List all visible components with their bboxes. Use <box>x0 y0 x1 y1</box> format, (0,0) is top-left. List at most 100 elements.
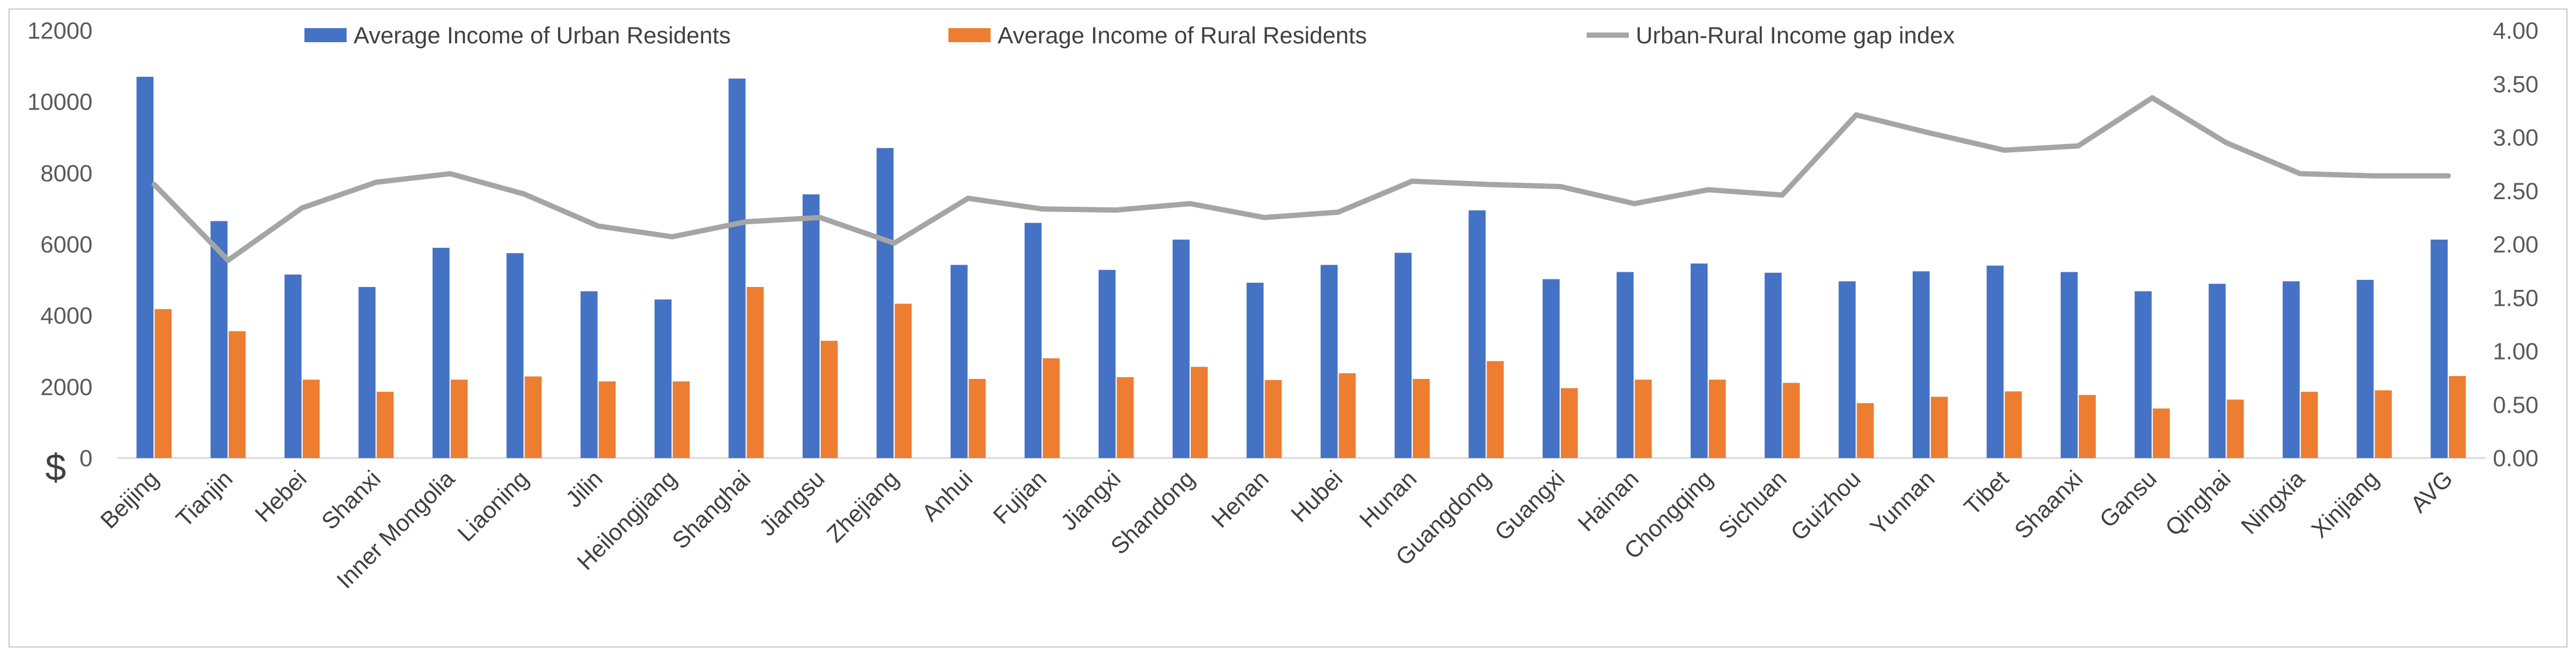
rural-income-bar <box>2300 391 2318 458</box>
rural-income-bar <box>1338 373 1356 458</box>
urban-income-bar <box>1912 271 1930 458</box>
x-category-label: Xinjiang <box>2307 466 2384 543</box>
y2-tick-label: 4.00 <box>2493 18 2539 44</box>
urban-income-bar <box>358 287 376 458</box>
x-category-label: Tibet <box>1960 466 2014 520</box>
x-category-label: Guangxi <box>1490 466 1570 545</box>
y2-tick-label: 1.00 <box>2493 339 2539 365</box>
gap-index-point <box>1412 180 1413 182</box>
rural-income-bar <box>2005 391 2022 458</box>
rural-income-bar <box>155 309 172 458</box>
x-category-label: Shanxi <box>317 466 386 535</box>
x-category-label: Shaanxi <box>2010 466 2088 544</box>
gap-index-line-layer <box>151 95 2451 263</box>
y2-tick-label: 1.50 <box>2493 285 2539 311</box>
rural-income-bar <box>376 391 394 458</box>
gap-index-line <box>151 95 2451 263</box>
rural-income-bar <box>820 340 838 458</box>
urban-income-bar <box>1320 265 1338 458</box>
gap-index-point <box>893 242 895 244</box>
urban-income-bar <box>2430 240 2448 458</box>
x-category-label: Hubei <box>1286 466 1348 527</box>
gap-index-point <box>2152 97 2153 98</box>
x-category-label: Guizhou <box>1786 466 1865 545</box>
legend: Average Income of Urban Residents Average… <box>304 23 1955 49</box>
x-category-label: Yunnan <box>1865 466 1940 540</box>
rural-income-bar <box>2375 390 2392 458</box>
urban-income-bar <box>136 77 154 459</box>
urban-income-bar <box>2282 281 2300 458</box>
y2-tick-label: 3.00 <box>2493 125 2539 151</box>
rural-income-bar <box>968 378 986 458</box>
rural-income-bar <box>1635 380 1652 458</box>
x-category-label: AVG <box>2406 466 2458 518</box>
x-category-label: Hainan <box>1573 466 1644 537</box>
x-category-label: Fujian <box>988 466 1051 529</box>
y2-tick-label: 0.50 <box>2493 392 2539 418</box>
rural-income-bar <box>1190 367 1208 458</box>
urban-income-bar <box>210 221 228 458</box>
x-category-label: Sichuan <box>1714 466 1791 544</box>
rural-income-bar <box>1043 358 1060 458</box>
rural-income-bar <box>673 381 690 458</box>
rural-income-bar <box>598 381 616 458</box>
y-tick-label: 10000 <box>28 90 93 115</box>
urban-income-bar <box>1616 272 1634 458</box>
legend-urban-label: Average Income of Urban Residents <box>354 23 731 49</box>
rural-income-bar <box>1930 397 1948 458</box>
rural-income-bar <box>2153 408 2170 458</box>
legend-urban-swatch <box>304 28 347 42</box>
gap-index-point <box>1633 203 1635 204</box>
rural-income-bar <box>1708 380 1726 458</box>
rural-income-bar <box>895 303 912 458</box>
rural-income-bar <box>2078 395 2096 458</box>
urban-income-bar <box>2135 291 2152 458</box>
urban-income-bar <box>506 253 524 458</box>
urban-income-bar <box>2208 283 2226 458</box>
rural-income-bar <box>1116 377 1134 458</box>
urban-income-bar <box>876 148 894 458</box>
urban-income-bar <box>1172 240 1190 458</box>
urban-income-bar <box>432 248 450 458</box>
rural-income-bar <box>1265 380 1282 458</box>
rural-income-bar <box>1486 361 1504 458</box>
x-category-label: Jiangxi <box>1056 466 1126 535</box>
x-category-label: Shanghai <box>667 466 756 554</box>
urban-income-bar <box>802 194 820 458</box>
gap-index-point <box>2003 149 2005 151</box>
y-tick-label: 8000 <box>40 160 93 186</box>
rural-income-bar <box>746 287 764 458</box>
legend-rural-label: Average Income of Rural Residents <box>998 23 1367 49</box>
urban-income-bar <box>2356 279 2374 458</box>
rural-income-bar <box>228 331 246 458</box>
urban-income-bar <box>1468 210 1486 458</box>
y2-tick-label: 2.00 <box>2493 232 2539 258</box>
urban-income-bar <box>1246 282 1264 458</box>
urban-income-bar <box>1690 263 1708 458</box>
y-axis-unit-label: $ <box>45 446 66 488</box>
gap-index-point <box>302 207 303 209</box>
urban-income-bar <box>1765 272 1782 458</box>
y2-tick-label: 2.50 <box>2493 179 2539 204</box>
rural-income-bar <box>303 380 320 458</box>
urban-income-bar <box>950 265 968 458</box>
urban-income-bar <box>580 291 598 458</box>
urban-income-bar <box>655 299 672 458</box>
rural-income-bar <box>2448 376 2466 458</box>
gap-index-point <box>1782 194 1783 196</box>
urban-income-bar <box>1025 223 1042 458</box>
x-category-label: Jilin <box>561 466 608 512</box>
bars <box>136 77 2466 459</box>
urban-income-bar <box>1395 252 1412 458</box>
y-tick-label: 12000 <box>28 18 93 44</box>
urban-income-bar <box>285 274 302 458</box>
x-category-label: Henan <box>1207 466 1273 532</box>
y-axis-right: 0.00 0.50 1.00 1.50 2.00 2.50 3.00 3.50 4.00 <box>2493 18 2539 472</box>
y-tick-label: 4000 <box>40 303 93 329</box>
urban-income-bar <box>1838 281 1856 458</box>
x-category-label: Hunan <box>1355 466 1421 532</box>
x-category-label: Gansu <box>2095 466 2161 532</box>
rural-income-bar <box>2226 399 2244 458</box>
